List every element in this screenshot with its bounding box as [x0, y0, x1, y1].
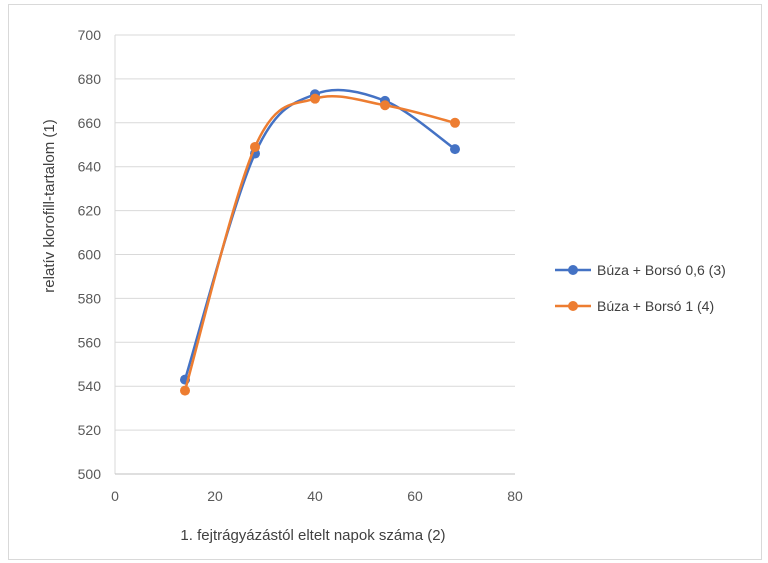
chart-svg: 500 520 540 560 580 600 620 640 660 680 700 0 20 40 60… [41, 27, 726, 544]
x-tick-label-0: 0 [111, 488, 119, 504]
y-tick-label-520: 520 [78, 422, 102, 438]
series-2-point-2 [250, 141, 260, 152]
legend-marker-1 [568, 265, 578, 275]
series-2-point-5 [450, 117, 460, 128]
y-tick-label-660: 660 [78, 115, 102, 131]
y-tick-label-620: 620 [78, 203, 102, 219]
axis-layer: 500 520 540 560 580 600 620 640 660 680 700 0 20 40 60… [78, 27, 523, 504]
y-axis-title: relatív klorofill-tartalom (1) [41, 119, 58, 292]
x-tick-label-60: 60 [407, 488, 423, 504]
legend-marker-2 [568, 301, 578, 311]
y-tick-label-700: 700 [78, 27, 102, 43]
y-tick-label-540: 540 [78, 378, 102, 394]
legend-label-1: Búza + Borsó 0,6 (3) [597, 262, 726, 278]
y-tick-label-500: 500 [78, 466, 102, 482]
series-2-point-3 [310, 93, 320, 104]
series-layer [180, 88, 460, 396]
legend: Búza + Borsó 0,6 (3) Búza + Borsó 1 (4) [555, 262, 726, 314]
chart-frame: 500 520 540 560 580 600 620 640 660 680 700 0 20 40 60… [8, 4, 762, 560]
x-tick-label-40: 40 [307, 488, 323, 504]
x-axis-title: 1. fejtrágyázástól eltelt napok száma (2… [180, 527, 445, 544]
y-tick-label-640: 640 [78, 159, 102, 175]
series-2-point-1 [180, 385, 190, 396]
series-line-2 [183, 94, 456, 391]
y-tick-label-680: 680 [78, 71, 102, 87]
y-tick-label-580: 580 [78, 290, 102, 306]
x-tick-label-20: 20 [207, 488, 223, 504]
series-1-point-5 [450, 144, 460, 155]
y-tick-label-600: 600 [78, 247, 102, 263]
grid-layer [115, 34, 515, 431]
y-tick-label-560: 560 [78, 334, 102, 350]
x-tick-label-80: 80 [507, 488, 523, 504]
series-2-point-4 [380, 100, 390, 111]
legend-label-2: Búza + Borsó 1 (4) [597, 298, 714, 314]
